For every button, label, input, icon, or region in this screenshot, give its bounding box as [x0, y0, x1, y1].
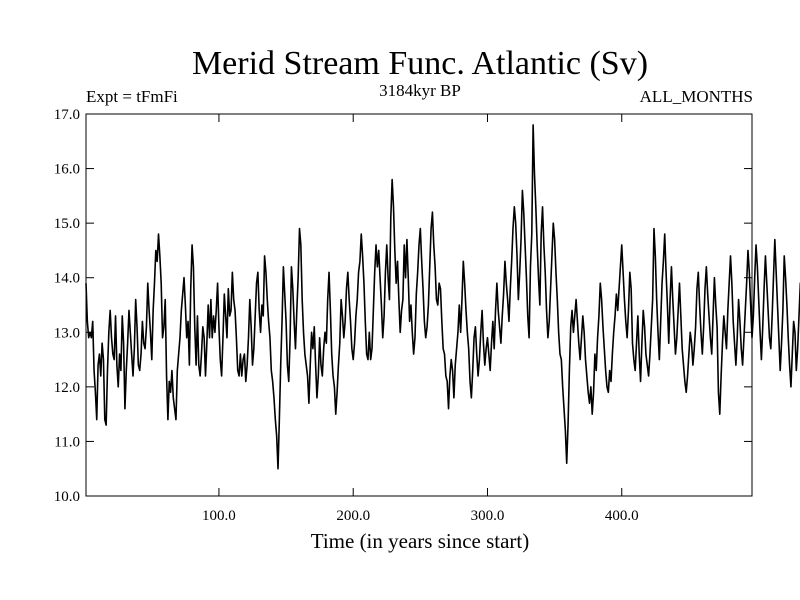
- x-tick-label: 200.0: [336, 508, 370, 524]
- y-tick-label: 11.0: [54, 434, 80, 450]
- y-tick-label: 14.0: [54, 271, 80, 287]
- y-tick-label: 12.0: [54, 380, 80, 396]
- x-tick-label: 100.0: [202, 508, 236, 524]
- y-tick-label: 13.0: [54, 325, 80, 341]
- y-axis: 10.0 11.0 12.0 13.0 14.0 15.0 16.0 17.0: [54, 107, 752, 505]
- chart-subtitle-left: Expt = tFmFi: [86, 87, 178, 106]
- x-tick-label: 300.0: [471, 508, 505, 524]
- y-tick-label: 16.0: [54, 162, 80, 178]
- x-axis: 100.0 200.0 300.0 400.0: [202, 114, 639, 524]
- chart-title: Merid Stream Func. Atlantic (Sv): [192, 45, 648, 82]
- x-tick-label: 400.0: [605, 508, 639, 524]
- y-tick-label: 17.0: [54, 107, 80, 123]
- chart-subtitle-center: 3184kyr BP: [379, 81, 461, 100]
- series-line: [85, 124, 800, 470]
- chart-subtitle-right: ALL_MONTHS: [640, 87, 753, 106]
- y-tick-label: 10.0: [54, 489, 80, 505]
- y-tick-label: 15.0: [54, 216, 80, 232]
- x-axis-label: Time (in years since start): [311, 529, 530, 553]
